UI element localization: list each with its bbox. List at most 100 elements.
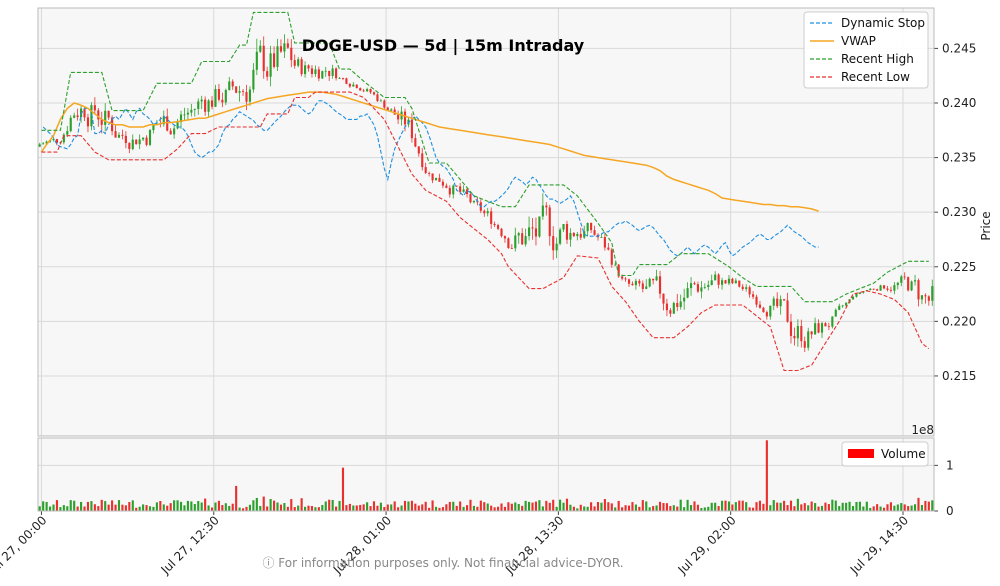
candle-body [345,78,348,84]
volume-bar [135,507,138,511]
volume-bar [538,500,541,511]
candle-body [734,280,737,284]
price-panel-frame [37,7,935,437]
candle-body [452,185,455,195]
candle-body [531,227,534,229]
volume-bar [555,506,558,511]
volume-bar [872,506,875,511]
volume-bar [817,506,820,511]
volume-bar [627,505,631,511]
volume-bar [217,500,220,511]
candle-body [845,302,848,306]
candle-body [683,297,686,302]
volume-bar [52,504,55,511]
candle-body [600,237,603,238]
candle-body [838,305,841,310]
volume-bar [145,505,148,511]
candle-body [204,99,207,112]
candle-body [283,43,286,52]
volume-bar [689,505,693,511]
candle-body [259,45,262,52]
volume-bar [183,505,186,511]
price-tick-label: 0.220 [942,314,976,328]
candle-body [45,141,48,144]
volume-bar [55,500,59,511]
candle-body [521,233,524,245]
candle-body [624,278,627,280]
volume-bar [521,505,524,511]
volume-bar [927,501,930,511]
candle-body [376,94,379,102]
volume-bar [355,505,358,511]
volume-tick-label: 0 [946,504,954,518]
price-panel-background [38,8,934,436]
legend-label-recent-low: Recent Low [841,70,910,84]
candle-body [414,138,417,147]
candle-body [634,280,637,286]
legend-label-dynamic-stop: Dynamic Stop [841,16,925,30]
candle-body [438,177,441,182]
volume-bar [731,504,734,511]
volume-bar [59,507,62,511]
candle-body [855,293,858,297]
volume-bar [124,505,127,511]
candle-body [586,223,589,232]
volume-bar [717,506,720,511]
candle-body [397,114,400,120]
candle-body [193,108,196,110]
candle-body [769,305,772,317]
candle-body [286,43,289,48]
candle-body [621,276,624,279]
candle-body [548,207,551,237]
candle-body [920,295,924,300]
candle-body [235,86,238,93]
volume-bar [579,504,582,511]
volume-bar [214,502,217,511]
candle-body [731,278,734,284]
volume-bar [700,507,703,511]
volume-bar [128,501,131,511]
volume-bar [931,500,934,511]
candle-body [817,323,820,333]
candle-body [755,296,758,305]
volume-bar [621,507,624,511]
candle-body [545,205,548,208]
candle-body [576,233,579,237]
volume-bar [45,502,48,511]
volume-bar [366,502,369,511]
candle-body [658,276,662,294]
volume-bar [383,506,386,511]
candle-body [335,68,338,79]
candle-body [290,47,293,61]
candle-body [676,303,679,307]
volume-axis: 01 [934,458,954,518]
candle-body [245,92,248,102]
volume-bar [159,500,162,511]
candle-body [359,88,362,91]
volume-bar [276,502,279,511]
candle-body [834,309,837,317]
volume-bar [631,502,634,511]
volume-bar [607,502,610,511]
volume-bar [562,502,565,511]
candle-body [645,286,648,289]
candle-body [820,323,824,333]
candle-body [255,51,258,70]
candle-body [655,276,658,281]
volume-bar [441,507,444,511]
volume-bar [752,507,755,511]
volume-bar [514,502,517,511]
candle-body [765,312,768,317]
candle-body [579,233,582,238]
volume-bar [783,500,786,511]
volume-bar [155,502,158,511]
candle-body [162,116,165,125]
candle-body [776,298,779,307]
candle-body [455,185,458,187]
volume-bar [865,501,868,511]
candle-body [107,110,110,118]
volume-bar [796,498,799,511]
volume-bar [352,505,355,511]
volume-bar [341,467,345,511]
volume-bar [204,498,207,511]
